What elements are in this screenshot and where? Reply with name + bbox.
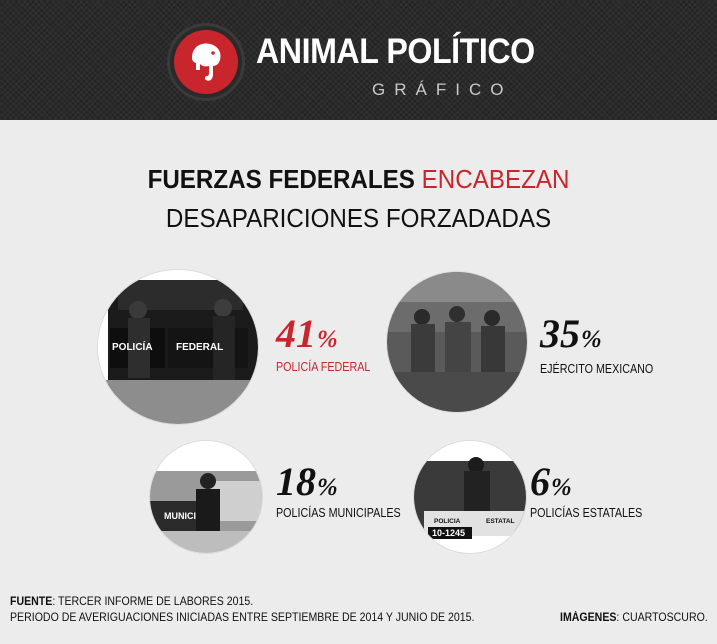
elephant-logo-icon [167, 23, 245, 101]
photo-text-policia: POLICÍA [112, 340, 153, 353]
stat-number: 35 [540, 311, 580, 356]
brand-name: ANIMAL POLÍTICO [256, 32, 535, 71]
footer-period: PERIODO DE AVERIGUACIONES INICIADAS ENTR… [10, 612, 475, 624]
percent-symbol: % [317, 474, 338, 501]
photo-policias-estatales: POLICIA ESTATAL 10-1245 [414, 441, 526, 553]
source-label: FUENTE [10, 596, 53, 608]
headline-line-1: FUERZAS FEDERALES ENCABEZAN [25, 164, 692, 195]
stat-label-policia-federal: POLICÍA FEDERAL [276, 360, 371, 374]
photo-text-municipal: MUNICI [164, 511, 196, 521]
photo-policia-federal: POLICÍA FEDERAL [98, 270, 258, 424]
headline-line-2: DESAPARICIONES FORZADADAS [165, 203, 552, 233]
stat-value-policias-municipales: 18% [276, 458, 338, 505]
source-text: : TERCER INFORME DE LABORES 2015. [52, 596, 254, 608]
photo-ejercito-mexicano [387, 272, 527, 412]
percent-symbol: % [551, 474, 572, 501]
headline-highlight-text: ENCABEZAN [421, 164, 570, 194]
stat-label-policias-estatales: POLICÍAS ESTATALES [530, 506, 643, 520]
brand-subtitle: GRÁFICO [372, 80, 513, 99]
stat-number: 41 [276, 311, 316, 356]
photo-policias-municipales: MUNICI [150, 441, 262, 553]
photo-text-estatal: ESTATAL [486, 518, 515, 525]
images-label: IMÁGENES [560, 612, 617, 624]
photo-text-policia: POLICIA [434, 518, 461, 525]
stat-label-ejercito-mexicano: EJÉRCITO MEXICANO [540, 362, 654, 376]
stat-value-ejercito-mexicano: 35% [540, 310, 602, 357]
footer-images-credit: IMÁGENES: CUARTOSCURO. [560, 612, 708, 624]
images-text: : CUARTOSCURO. [616, 612, 708, 624]
footer-source: FUENTE: TERCER INFORME DE LABORES 2015. [10, 596, 253, 608]
photo-text-unit-number: 10-1245 [432, 528, 465, 538]
stat-value-policia-federal: 41% [276, 310, 338, 357]
percent-symbol: % [581, 326, 602, 353]
photo-text-federal: FEDERAL [176, 342, 223, 353]
headline-bold-text: FUERZAS FEDERALES [147, 164, 415, 194]
percent-symbol: % [317, 326, 338, 353]
stat-label-policias-municipales: POLICÍAS MUNICIPALES [276, 506, 401, 520]
stat-number: 18 [276, 459, 316, 504]
header-banner: ANIMAL POLÍTICO GRÁFICO [0, 0, 717, 120]
stat-number: 6 [530, 459, 550, 504]
stat-value-policias-estatales: 6% [530, 458, 572, 505]
